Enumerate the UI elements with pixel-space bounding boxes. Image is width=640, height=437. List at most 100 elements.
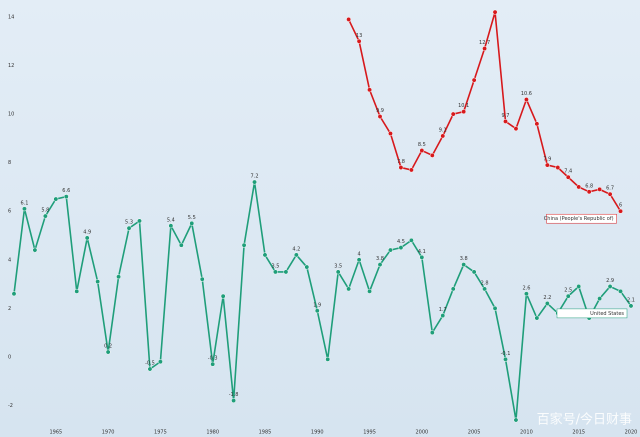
point	[503, 118, 508, 124]
x-tick-label: 2015	[572, 430, 585, 436]
data-label: 8.5	[418, 142, 426, 148]
point	[346, 16, 352, 22]
data-label: 10.1	[458, 103, 469, 109]
point	[565, 174, 571, 180]
data-label: -1.8	[229, 392, 239, 398]
point	[461, 109, 467, 115]
point	[586, 189, 592, 195]
x-tick-label: 2000	[415, 430, 428, 436]
legend-entry: China (People's Republic of)	[544, 213, 617, 224]
point	[450, 111, 456, 117]
x-tick-label: 1980	[206, 430, 219, 436]
data-label: 0.2	[104, 344, 112, 350]
point	[471, 77, 477, 83]
point	[429, 152, 435, 158]
data-label: 9.7	[502, 113, 510, 119]
point	[523, 291, 529, 297]
data-label: 4.9	[83, 229, 91, 235]
point	[471, 269, 477, 275]
point	[388, 247, 393, 253]
point	[388, 131, 393, 136]
point	[84, 235, 90, 241]
point	[178, 242, 184, 248]
point	[367, 288, 373, 294]
point	[534, 121, 540, 127]
point	[513, 126, 519, 132]
data-label: 3.8	[376, 256, 384, 262]
y-tick-label: 2	[8, 306, 11, 312]
point	[440, 133, 446, 139]
point	[618, 208, 623, 214]
point	[607, 284, 613, 289]
data-label: 9.1	[439, 127, 447, 133]
y-tick-label: 12	[8, 63, 14, 69]
data-label: 2.8	[481, 280, 489, 286]
point	[597, 296, 603, 302]
point	[42, 213, 48, 219]
point	[419, 148, 425, 153]
point	[231, 398, 237, 404]
y-tick-label: 8	[8, 160, 11, 166]
data-label: 4.5	[397, 239, 405, 245]
data-label: -0.5	[145, 361, 155, 367]
point	[346, 286, 352, 292]
point	[597, 186, 603, 192]
data-label: 2.5	[564, 288, 572, 294]
point	[377, 114, 383, 119]
point	[283, 269, 289, 275]
data-label: 7.9	[543, 157, 551, 163]
point	[377, 262, 383, 268]
line	[13, 181, 632, 421]
point	[576, 184, 582, 190]
point	[419, 254, 425, 260]
point	[450, 286, 456, 292]
point	[628, 303, 634, 309]
data-label: 2.2	[543, 295, 551, 301]
x-tick-label: 1995	[363, 430, 376, 436]
y-tick-label: 14	[8, 14, 14, 20]
point	[325, 356, 331, 362]
point	[492, 9, 498, 15]
point	[523, 97, 529, 102]
point	[398, 245, 404, 251]
point	[356, 257, 362, 263]
x-tick-label: 1985	[259, 430, 272, 436]
point	[95, 279, 101, 285]
data-label: 4.1	[418, 249, 426, 255]
point	[356, 38, 362, 44]
point	[503, 356, 508, 362]
point	[116, 274, 122, 280]
y-tick-label: 0	[8, 354, 11, 360]
legend-box	[546, 213, 617, 224]
point	[262, 252, 268, 258]
point	[482, 46, 488, 52]
point	[272, 269, 278, 275]
data-label: 2.9	[606, 278, 614, 284]
point	[22, 206, 27, 212]
point	[241, 242, 247, 248]
point	[252, 179, 257, 185]
data-label: 9.9	[376, 108, 384, 114]
x-tick-label: 2010	[520, 430, 533, 436]
data-label: 6.6	[62, 188, 70, 194]
data-label: 1.9	[313, 302, 321, 308]
data-label: 7.4	[564, 169, 572, 175]
x-tick-label: 1965	[49, 430, 62, 436]
point	[74, 288, 80, 294]
data-label: 2.1	[627, 297, 635, 303]
point	[398, 165, 404, 170]
point	[492, 305, 498, 311]
data-label: 7.2	[251, 174, 259, 180]
data-label: 5.5	[188, 215, 196, 221]
data-label: 3.5	[271, 263, 279, 269]
point	[137, 218, 142, 224]
data-label: 3.5	[334, 263, 342, 269]
point	[314, 308, 320, 314]
point	[293, 252, 299, 258]
data-label: 5.8	[41, 208, 49, 214]
point	[618, 288, 623, 294]
point	[189, 220, 195, 226]
data-label: 3.8	[460, 256, 468, 262]
point	[544, 162, 550, 168]
point	[32, 247, 38, 253]
